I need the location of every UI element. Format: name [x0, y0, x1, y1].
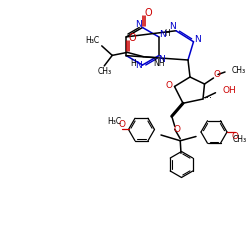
Text: OH: OH	[222, 86, 236, 95]
Text: O: O	[118, 120, 125, 130]
Text: N: N	[135, 20, 141, 29]
Text: CH₃: CH₃	[232, 66, 246, 75]
Text: H: H	[164, 29, 170, 38]
Text: CH₃: CH₃	[233, 136, 247, 144]
Text: O: O	[129, 33, 136, 43]
Text: H₃C: H₃C	[108, 117, 122, 126]
Text: O: O	[214, 70, 220, 80]
Text: H₃C: H₃C	[85, 36, 99, 46]
Text: H: H	[130, 58, 136, 68]
Text: O: O	[166, 81, 173, 90]
Text: O: O	[173, 125, 180, 134]
Text: N: N	[159, 30, 166, 39]
Text: N: N	[134, 60, 141, 70]
Text: O: O	[144, 8, 152, 18]
Text: N: N	[194, 35, 201, 44]
Text: CH₃: CH₃	[97, 67, 111, 76]
Text: NH: NH	[153, 58, 164, 68]
Text: N: N	[170, 22, 176, 31]
Text: O: O	[231, 132, 238, 141]
Text: ···: ···	[203, 93, 212, 103]
Text: N: N	[158, 55, 164, 64]
